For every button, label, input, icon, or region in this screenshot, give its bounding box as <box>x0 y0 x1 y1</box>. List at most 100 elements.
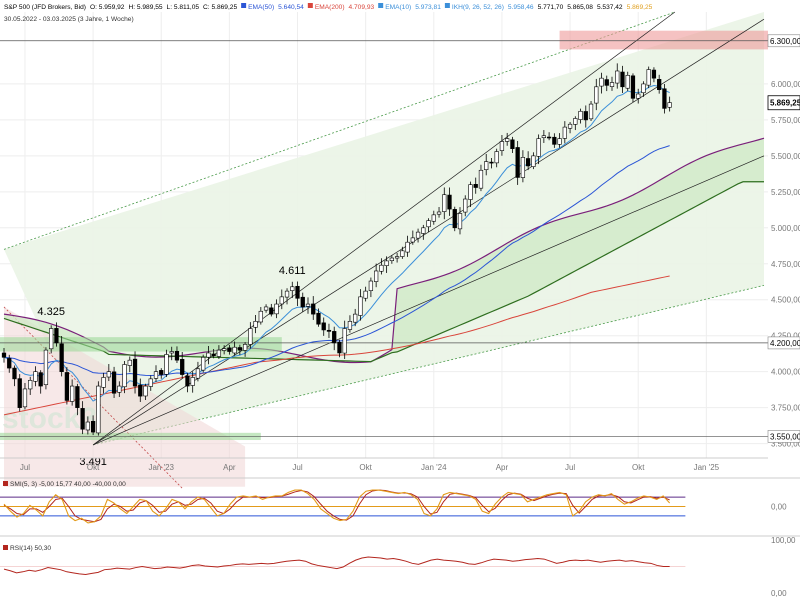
candle-body <box>463 198 468 213</box>
candle-body <box>227 347 232 352</box>
candle-body <box>101 377 106 388</box>
candle-body <box>12 367 17 380</box>
candle-body <box>379 264 384 272</box>
header-value: C: 5.869,25 <box>203 4 237 11</box>
candle-body <box>520 157 526 178</box>
candle-body <box>1 352 7 358</box>
candle-body <box>641 83 646 94</box>
candle-body <box>620 71 625 88</box>
x-tick-label: Okt <box>359 463 372 472</box>
x-tick-label: Okt <box>632 463 645 472</box>
candle-body <box>85 421 90 431</box>
candle-body <box>394 256 400 259</box>
candle-body <box>510 139 515 149</box>
ichimoku-span-b <box>3 181 764 363</box>
price-annotation-label: 4.611 <box>279 265 306 277</box>
candle-body <box>562 126 567 139</box>
y-tick-label: 6.000,00 <box>771 80 800 89</box>
y-tick-label: 5.000,00 <box>771 224 800 233</box>
candle-body <box>159 370 164 375</box>
candle-body <box>28 380 33 390</box>
candle-body <box>248 328 253 345</box>
candle-body <box>531 155 536 167</box>
header-value: 4.709,93 <box>349 4 375 11</box>
level-price-label: 4.200,00 <box>770 339 800 348</box>
x-tick-label: Apr <box>496 463 509 472</box>
legend-marker <box>378 3 384 8</box>
channel-upper-line <box>3 11 676 250</box>
legend-marker <box>444 3 450 8</box>
price-annotation-label: 4.325 <box>37 306 65 318</box>
candle-body <box>484 161 489 170</box>
candle-body <box>90 420 96 433</box>
resistance-zone <box>559 30 768 50</box>
candle-body <box>311 303 316 315</box>
candle-body <box>342 328 347 354</box>
candle-body <box>505 138 510 142</box>
candle-body <box>211 353 216 357</box>
candle-body <box>478 169 484 189</box>
x-tick-label: Jul <box>292 463 302 472</box>
candle-body <box>573 118 578 125</box>
candle-body <box>405 241 410 253</box>
candle-body <box>515 147 520 178</box>
smi-legend-marker <box>3 481 8 486</box>
x-tick-label: Jan '23 <box>148 463 174 472</box>
candle-body <box>636 93 641 99</box>
candle-body <box>75 386 80 408</box>
candle-body <box>185 375 190 387</box>
candle-body <box>237 347 242 351</box>
candle-body <box>117 385 122 393</box>
candle-body <box>279 296 284 305</box>
last-price-label: 5.869,25 <box>770 99 800 108</box>
candle-body <box>122 364 127 388</box>
candle-body <box>216 349 222 357</box>
candle-body <box>43 349 49 386</box>
candle-body <box>111 371 117 394</box>
x-tick-label: Apr <box>223 463 236 472</box>
header-value: H: 5.989,55 <box>128 4 162 11</box>
downtrend-fill <box>4 306 246 487</box>
candle-body <box>106 371 111 378</box>
legend-marker <box>241 3 247 8</box>
candle-body <box>180 359 185 375</box>
header-value: 5.869,25 <box>627 4 653 11</box>
candle-body <box>316 312 321 325</box>
smi-legend-label: SMI(5, 3) -5,00 15,77 40,00 -40,00 0,00 <box>10 481 126 488</box>
y-tick-label: 3.750,00 <box>771 404 800 413</box>
candle-body <box>326 329 332 332</box>
last-price-box <box>767 95 800 111</box>
header-value: 5.865,08 <box>567 4 593 11</box>
y-tick-label: 4.000,00 <box>771 368 800 377</box>
candle-body <box>169 351 174 354</box>
candle-body <box>468 184 473 200</box>
x-tick-label: Jul <box>20 463 30 472</box>
candle-body <box>347 321 353 330</box>
candle-body <box>625 75 630 89</box>
candle-body <box>604 79 609 86</box>
candle-body <box>38 372 43 387</box>
y-tick-label: 5.750,00 <box>771 116 800 125</box>
candle-body <box>253 321 258 328</box>
date-range-label: 30.05.2022 - 03.03.2025 (3 Jahre, 1 Woch… <box>4 16 134 23</box>
candle-body <box>300 296 305 308</box>
y-tick-label: 4.500,00 <box>771 296 800 305</box>
candle-body <box>630 75 636 99</box>
candle-body <box>290 286 295 291</box>
candle-body <box>526 158 531 167</box>
candle-body <box>447 194 452 210</box>
candle-body <box>96 385 101 434</box>
rsi-tick-label: 0,00 <box>771 589 787 598</box>
header-value: S&P 500 (JFD Brokers, Bid) <box>4 4 86 11</box>
candle-body <box>426 220 431 228</box>
candle-body <box>70 385 75 402</box>
candle-body <box>263 306 269 311</box>
level-price-box <box>767 34 800 48</box>
candle-body <box>494 151 499 164</box>
candle-body <box>321 322 326 331</box>
candle-body <box>22 388 28 408</box>
level-price-label: 6.300,00 <box>770 37 800 46</box>
rsi-legend-marker <box>3 545 8 550</box>
